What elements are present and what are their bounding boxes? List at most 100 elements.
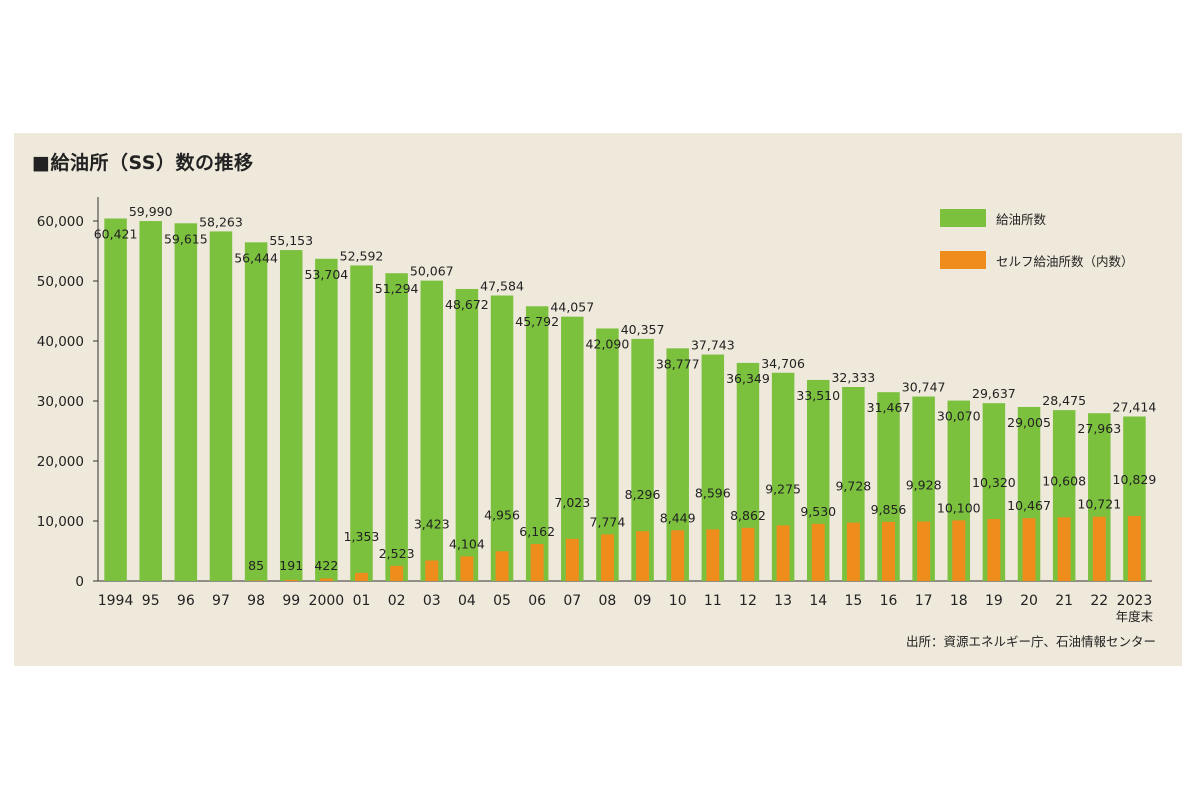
x-tick-label: 95 (142, 593, 160, 609)
x-tick-label: 05 (493, 593, 511, 609)
legend-item-total: 給油所数 (940, 206, 1134, 230)
bar-total (350, 265, 373, 581)
x-tick-label: 22 (1090, 593, 1108, 609)
bar-self (390, 565, 404, 581)
data-label-self: 3,423 (414, 516, 450, 531)
data-label-total: 33,510 (796, 388, 840, 403)
data-label-total: 45,792 (515, 314, 559, 329)
bar-self (1092, 516, 1106, 581)
x-axis-ticks: 1994 95 96 97 98 99 2000 01 02 03 04 05 06 07 08 09 10 11… (98, 593, 1154, 624)
bar-total (104, 218, 127, 581)
x-tick-label: 11 (704, 593, 722, 609)
data-label-self: 9,275 (765, 481, 801, 496)
data-label-total: 27,963 (1077, 421, 1121, 436)
bars-self (249, 516, 1141, 581)
data-label-self: 8,449 (660, 510, 696, 525)
bar-self (530, 544, 544, 581)
y-tick-label: 50,000 (37, 274, 84, 290)
bar-self (811, 523, 825, 581)
data-label-self: 10,100 (937, 500, 981, 515)
x-tick-label: 13 (774, 593, 792, 609)
data-label-self: 9,728 (835, 479, 871, 494)
data-label-total: 38,777 (656, 356, 700, 371)
data-label-total: 59,990 (129, 204, 173, 219)
x-tick-label: 2023 (1117, 593, 1153, 609)
y-tick-label: 20,000 (37, 454, 84, 470)
data-label-self: 10,608 (1042, 473, 1086, 488)
y-tick-label: 0 (75, 574, 84, 590)
bar-self (495, 551, 509, 581)
data-label-self: 9,530 (800, 504, 836, 519)
data-label-self: 6,162 (519, 524, 555, 539)
data-label-self: 2,523 (379, 546, 415, 561)
x-tick-label: 1994 (98, 593, 134, 609)
data-label-self: 85 (248, 558, 264, 573)
bar-total (139, 221, 162, 581)
x-tick-label: 04 (458, 593, 476, 609)
bar-self (600, 534, 614, 581)
data-label-total: 51,294 (375, 281, 419, 296)
bar-self (319, 578, 333, 581)
data-label-total: 44,057 (550, 300, 594, 315)
bar-self (1022, 518, 1036, 581)
x-tick-label: 2000 (309, 593, 345, 609)
data-label-self: 191 (279, 558, 303, 573)
bar-self (671, 530, 685, 581)
bar-total (455, 288, 479, 581)
y-tick-label: 40,000 (37, 334, 84, 350)
x-tick-label: 99 (282, 593, 300, 609)
data-label-total: 27,414 (1113, 400, 1157, 415)
bar-total (385, 273, 408, 581)
bar-total (596, 328, 619, 581)
data-label-total: 53,704 (304, 267, 348, 282)
data-label-self: 9,856 (871, 502, 907, 517)
legend-label-total: 給油所数 (996, 211, 1047, 227)
bar-self (917, 521, 931, 581)
data-label-total: 29,005 (1007, 415, 1051, 430)
x-tick-label: 18 (950, 593, 968, 609)
bar-self (284, 579, 298, 581)
bar-total (701, 354, 725, 581)
bar-self (741, 527, 755, 581)
bar-self (706, 529, 720, 581)
data-label-total: 40,357 (621, 322, 665, 337)
x-tick-label: 14 (809, 593, 827, 609)
data-label-self: 8,596 (695, 485, 731, 500)
data-label-total: 47,584 (480, 278, 524, 293)
bar-self (1057, 517, 1071, 581)
x-tick-label: 96 (177, 593, 195, 609)
x-tick-label: 10 (669, 593, 687, 609)
data-label-self: 1,353 (344, 529, 380, 544)
data-label-total: 34,706 (761, 356, 805, 371)
x-tick-label: 19 (985, 593, 1003, 609)
bar-self (952, 520, 966, 581)
data-label-total: 60,421 (94, 226, 138, 241)
data-label-total: 29,637 (972, 386, 1016, 401)
legend-item-self: セルフ給油所数（内数） (940, 248, 1134, 272)
x-tick-label: 97 (212, 593, 230, 609)
data-label-self: 4,956 (484, 507, 520, 522)
bar-total (244, 242, 268, 581)
bar-self (882, 521, 895, 581)
bar-self (776, 525, 790, 581)
data-label-total: 30,747 (902, 380, 946, 395)
data-label-total: 30,070 (937, 409, 981, 424)
y-tick-label: 60,000 (37, 214, 84, 230)
data-label-self: 8,296 (625, 487, 661, 502)
x-unit-note: 年度末 (1116, 609, 1154, 624)
bar-total (315, 258, 338, 581)
x-tick-label: 15 (844, 593, 862, 609)
bar-self (425, 560, 439, 581)
data-labels: 60,421 59,990 59,615 58,263 56,444 85 55,153 19… (94, 204, 1157, 573)
data-label-total: 52,592 (340, 248, 384, 263)
data-label-self: 10,829 (1113, 472, 1157, 487)
bar-total (174, 223, 198, 581)
data-label-total: 59,615 (164, 231, 208, 246)
data-label-total: 55,153 (269, 233, 313, 248)
bar-self (565, 538, 579, 581)
x-tick-label: 08 (599, 593, 617, 609)
source-note: 出所：資源エネルギー庁、石油情報センター (905, 634, 1156, 649)
y-tick-label: 10,000 (37, 514, 84, 530)
x-tick-label: 02 (388, 593, 406, 609)
bar-self (846, 522, 860, 581)
